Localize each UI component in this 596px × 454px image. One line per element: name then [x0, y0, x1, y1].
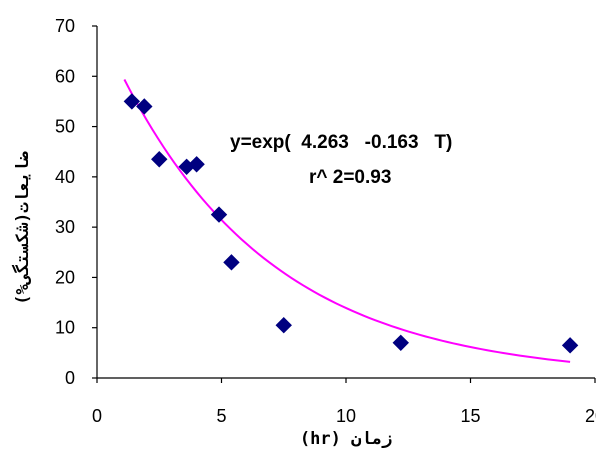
fit-curve-line — [123, 79, 571, 363]
data-points-layer — [123, 93, 579, 354]
fit-r-squared: r^ 2=0.93 — [309, 167, 391, 188]
axes — [92, 25, 596, 383]
data-point — [136, 98, 153, 115]
x-axis-title: زمان (hr) — [300, 429, 392, 449]
y-tick-label: 0 — [65, 368, 75, 388]
y-tick-label: 50 — [55, 117, 75, 137]
data-point — [188, 156, 205, 173]
y-tick-label: 40 — [55, 167, 75, 187]
y-tick-label: 30 — [55, 217, 75, 237]
x-tick-label: 15 — [460, 406, 480, 426]
data-point — [275, 316, 292, 334]
y-tick-label: 10 — [55, 318, 75, 338]
y-tick-label: 70 — [55, 16, 75, 36]
data-point — [210, 206, 228, 223]
y-axis-title: ضایعات(شکستگی%) — [11, 150, 33, 304]
x-tick-label: 0 — [92, 406, 102, 426]
tick-labels: 0 10 20 30 40 50 60 70 0 5 10 15 20 — [55, 16, 596, 426]
x-tick-label: 5 — [216, 406, 226, 426]
y-tick-label: 20 — [55, 267, 75, 287]
data-point — [561, 337, 579, 354]
fit-curve-layer — [123, 79, 571, 363]
x-tick-label: 20 — [585, 406, 596, 426]
y-tick-label: 60 — [55, 66, 75, 86]
data-point — [223, 254, 240, 271]
x-tick-label: 10 — [336, 406, 356, 426]
data-point — [392, 334, 409, 352]
data-point — [123, 93, 141, 110]
fit-equation: y=exp( 4.263 -0.163 T) — [230, 132, 452, 153]
data-point — [151, 151, 168, 168]
